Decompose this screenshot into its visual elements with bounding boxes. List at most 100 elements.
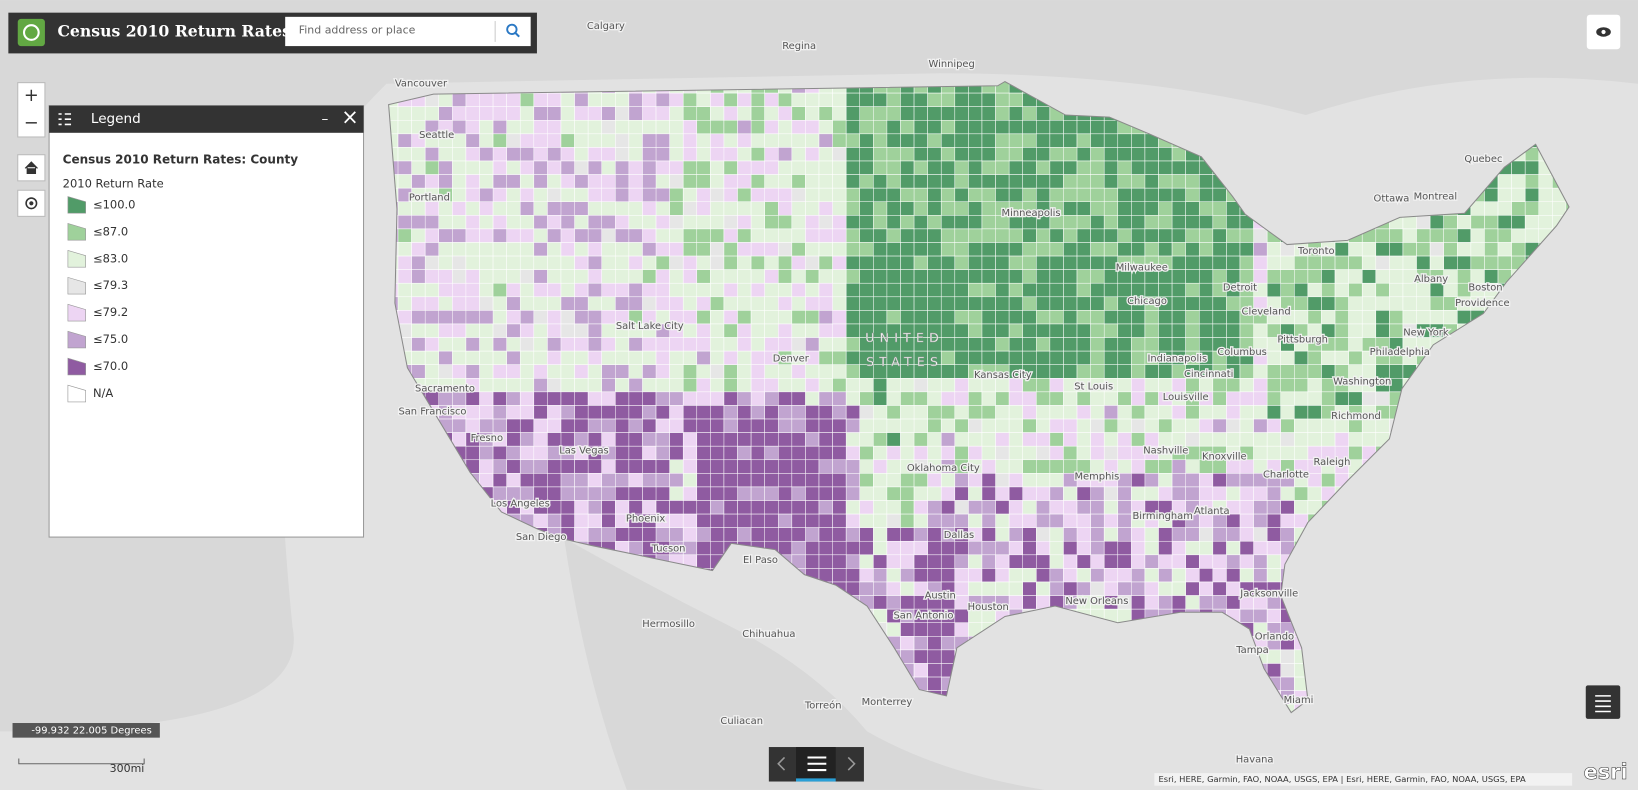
county <box>723 378 738 393</box>
county <box>1076 391 1091 406</box>
county <box>438 242 453 257</box>
county <box>397 147 412 162</box>
county <box>927 473 942 488</box>
county <box>1185 215 1200 230</box>
county <box>777 215 793 230</box>
county <box>397 269 412 284</box>
county <box>750 255 765 270</box>
county <box>655 255 670 270</box>
county <box>750 445 765 461</box>
county <box>913 310 928 325</box>
zoom-out[interactable]: − <box>24 113 39 133</box>
county <box>1022 160 1037 175</box>
county <box>954 337 969 352</box>
county <box>927 418 942 433</box>
county <box>1008 337 1023 352</box>
county <box>981 323 996 338</box>
county <box>655 432 670 447</box>
county <box>1036 255 1051 270</box>
county <box>1443 255 1458 270</box>
county <box>669 174 684 189</box>
county <box>791 500 806 515</box>
county <box>574 242 589 257</box>
county <box>940 106 956 121</box>
county <box>587 378 602 393</box>
county <box>737 405 752 420</box>
county <box>927 310 942 325</box>
county <box>981 106 996 121</box>
county <box>1117 133 1132 148</box>
county <box>927 228 942 243</box>
county <box>723 160 738 175</box>
county <box>519 391 535 406</box>
legend-minimize[interactable]: – <box>321 111 328 127</box>
place-label: Los Angeles <box>491 499 550 510</box>
county <box>479 418 494 433</box>
county <box>1280 486 1295 501</box>
county <box>1090 296 1105 311</box>
county <box>452 350 467 365</box>
county <box>859 92 874 107</box>
county <box>452 418 467 433</box>
county <box>1103 147 1119 162</box>
county <box>519 215 535 230</box>
county <box>1511 242 1526 257</box>
county <box>479 473 494 488</box>
county <box>981 310 996 325</box>
county <box>642 255 657 270</box>
county <box>696 391 711 406</box>
county <box>669 486 684 501</box>
zoom-in[interactable]: + <box>24 86 39 106</box>
county <box>1008 106 1023 121</box>
county <box>1063 337 1078 352</box>
county <box>1334 391 1349 406</box>
county <box>1375 228 1390 243</box>
county <box>1538 201 1553 216</box>
county <box>1212 527 1227 542</box>
county <box>1008 540 1023 556</box>
county <box>1198 337 1214 352</box>
legend-label: ≤83.0 <box>93 251 128 265</box>
county <box>805 405 820 420</box>
county <box>710 418 725 433</box>
county <box>750 391 765 406</box>
county <box>805 160 820 175</box>
county <box>1321 350 1336 365</box>
county <box>669 473 684 488</box>
county <box>1144 405 1159 420</box>
county <box>1171 160 1186 175</box>
county <box>682 473 698 488</box>
county <box>1253 513 1268 528</box>
county <box>832 296 847 311</box>
county <box>1022 473 1037 488</box>
county <box>1090 282 1105 298</box>
county <box>1239 500 1254 515</box>
county <box>954 405 969 420</box>
county <box>777 513 793 528</box>
county <box>506 201 521 216</box>
county <box>818 92 833 107</box>
county <box>1239 242 1254 257</box>
county <box>845 554 861 569</box>
county <box>777 310 793 325</box>
county <box>587 242 602 257</box>
county <box>587 486 602 501</box>
county <box>1321 282 1336 298</box>
legend-close[interactable]: × <box>341 105 359 129</box>
county <box>1253 500 1268 515</box>
home-button[interactable] <box>17 154 46 182</box>
county <box>1158 147 1173 162</box>
county <box>547 119 562 135</box>
county <box>519 255 535 270</box>
place-label: Jacksonville <box>1239 588 1298 599</box>
table-button[interactable] <box>1585 685 1621 719</box>
county <box>1036 405 1051 420</box>
county <box>587 527 602 542</box>
county <box>1389 310 1404 325</box>
county <box>587 106 602 121</box>
county <box>927 391 942 406</box>
county <box>1294 405 1309 420</box>
county <box>1239 432 1254 447</box>
county <box>696 106 711 121</box>
